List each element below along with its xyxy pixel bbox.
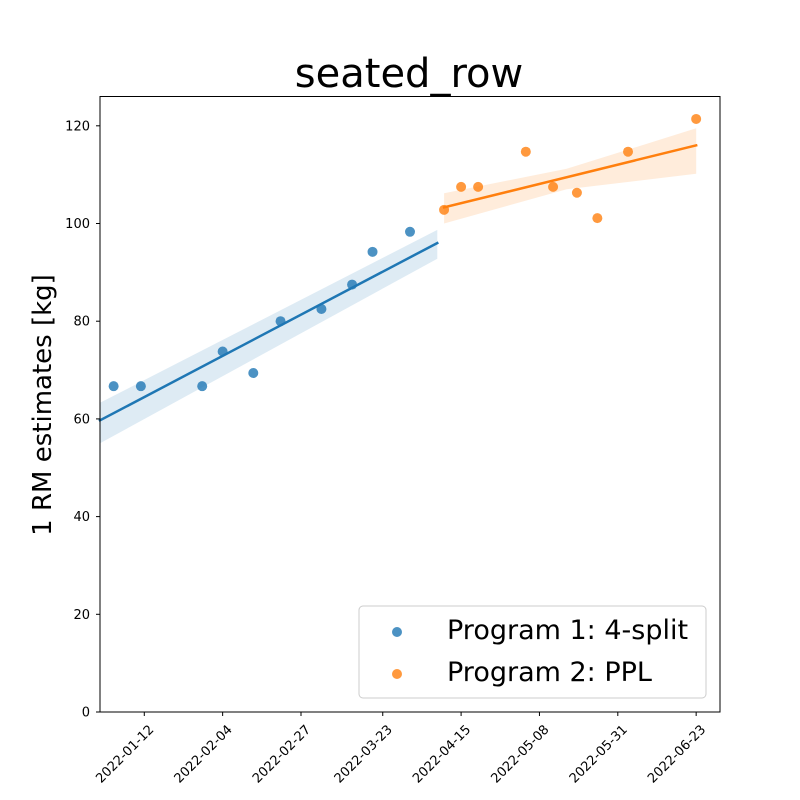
legend-label-program-1: Program 1: 4-split: [447, 615, 688, 646]
data-point-series-2-5: [548, 181, 559, 192]
legend-marker-program-1: [392, 627, 402, 637]
y-tick-label: 80: [73, 315, 90, 330]
data-point-series-1-4: [217, 346, 228, 357]
y-tick-label: 120: [65, 119, 90, 134]
chart-title: seated_row: [295, 51, 523, 97]
data-point-series-1-5: [248, 367, 259, 378]
data-point-series-2-8: [623, 146, 634, 157]
legend-label-program-2: Program 2: PPL: [447, 657, 652, 688]
data-point-series-1-6: [275, 316, 286, 327]
data-points: [108, 113, 702, 392]
data-point-series-2-2: [456, 181, 467, 192]
data-point-series-1-1: [108, 381, 119, 392]
y-tick-label: 60: [73, 412, 90, 427]
legend-box: [358, 605, 707, 699]
data-point-series-2-4: [520, 146, 531, 157]
data-point-series-1-2: [135, 381, 146, 392]
trend-line-series-2: [442, 143, 698, 209]
trend-lines: [98, 143, 698, 423]
data-point-series-2-1: [439, 204, 450, 215]
trend-line-series-1: [98, 241, 439, 423]
legend: Program 1: 4-split Program 2: PPL: [358, 605, 707, 699]
plot-frame: [99, 96, 721, 713]
y-tick-label: 40: [73, 510, 90, 525]
y-tick-label: 20: [73, 608, 90, 623]
data-point-series-2-6: [571, 187, 582, 198]
data-point-series-1-9: [367, 246, 378, 257]
data-point-series-1-3: [197, 381, 208, 392]
legend-marker-program-2: [392, 669, 402, 679]
data-point-series-1-8: [347, 279, 358, 290]
data-point-series-1-10: [405, 226, 415, 237]
data-point-series-1-7: [316, 303, 327, 314]
y-axis-label: 1 RM estimates [kg]: [28, 274, 58, 536]
y-axis: 0 20 40 60 80 100 120: [65, 119, 100, 721]
data-point-series-2-3: [473, 181, 484, 192]
data-point-series-2-9: [691, 113, 702, 124]
y-tick-label: 0: [82, 706, 90, 721]
y-tick-label: 100: [65, 217, 90, 232]
data-point-series-2-7: [592, 213, 603, 224]
